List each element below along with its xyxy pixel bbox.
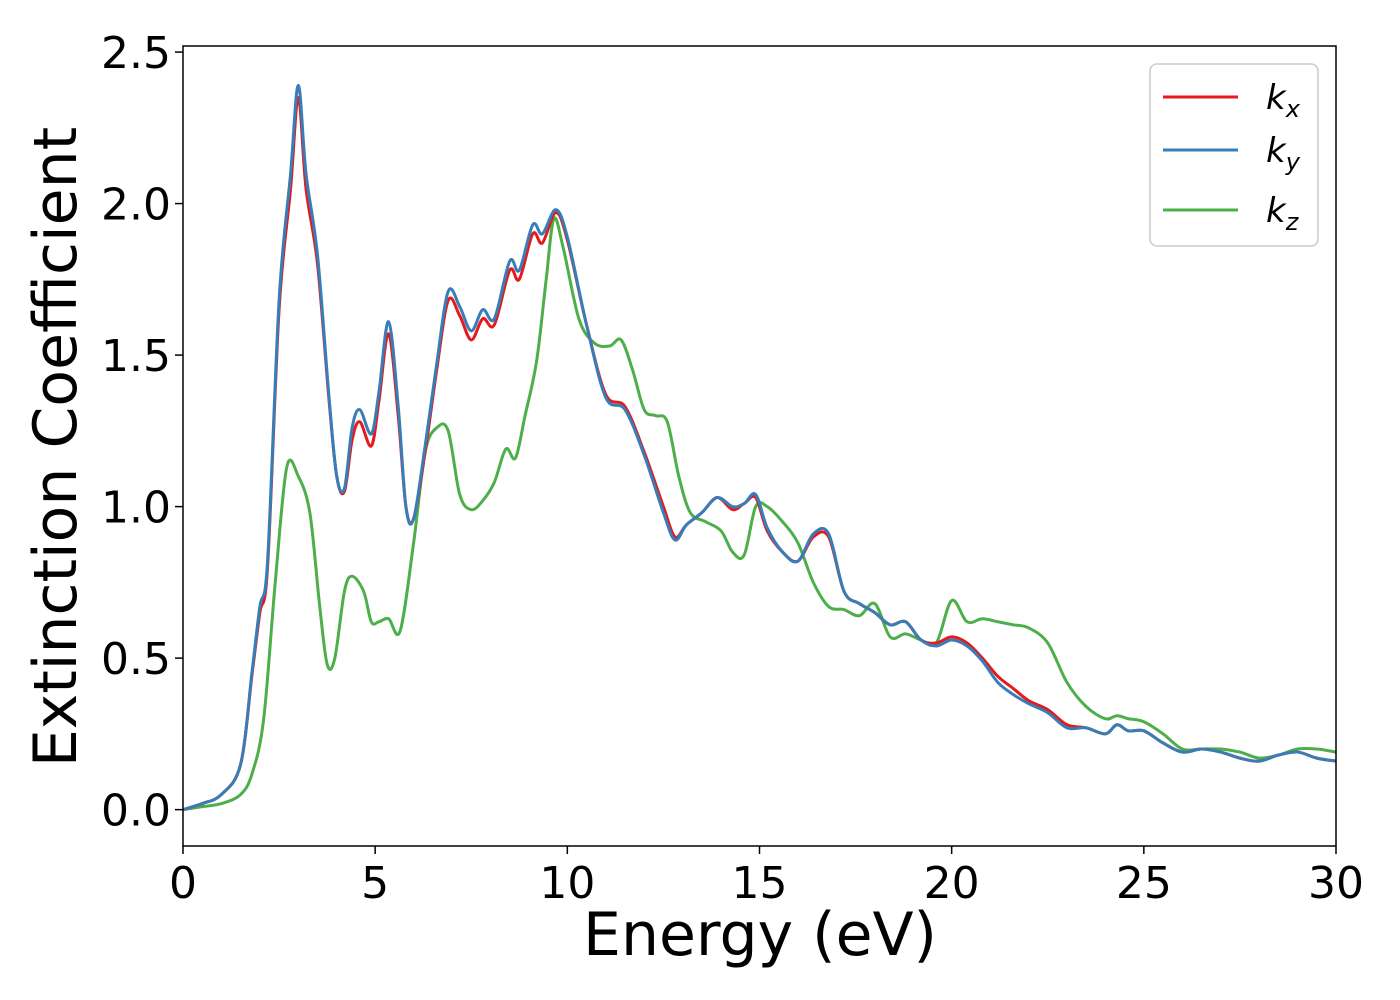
y-tick-label: 2.0 — [101, 180, 171, 231]
y-axis-title: Extinction Coefficient — [21, 127, 91, 767]
x-tick-label: 5 — [361, 858, 389, 909]
y-tick-label: 0.0 — [101, 786, 171, 837]
x-tick-label: 0 — [169, 858, 197, 909]
series-line-ky — [183, 83, 1336, 812]
x-tick-label: 30 — [1308, 858, 1364, 909]
y-tick-label: 1.5 — [101, 331, 171, 382]
plot-frame — [182, 45, 1337, 847]
legend-label-ky: ky — [1266, 131, 1301, 176]
axis-ticks: 0 5 10 15 20 25 30 0.0 0.5 1.0 1.5 2.0 2.5 — [101, 28, 1364, 909]
x-axis-title: Energy (eV) — [583, 900, 937, 970]
x-tick-label: 10 — [539, 858, 595, 909]
y-tick-label: 2.5 — [101, 28, 171, 79]
legend-label-kx: kx — [1266, 78, 1301, 123]
x-tick-label: 25 — [1116, 858, 1172, 909]
x-tick-label: 20 — [924, 858, 980, 909]
legend-box — [1149, 63, 1319, 247]
series-line-kz — [183, 216, 1336, 812]
legend-label-kz: kz — [1266, 191, 1300, 236]
x-tick-label: 15 — [732, 858, 788, 909]
legend: kx ky kz — [1149, 63, 1319, 247]
y-tick-label: 0.5 — [101, 634, 171, 685]
plot-area — [183, 83, 1336, 812]
y-tick-label: 1.0 — [101, 483, 171, 534]
